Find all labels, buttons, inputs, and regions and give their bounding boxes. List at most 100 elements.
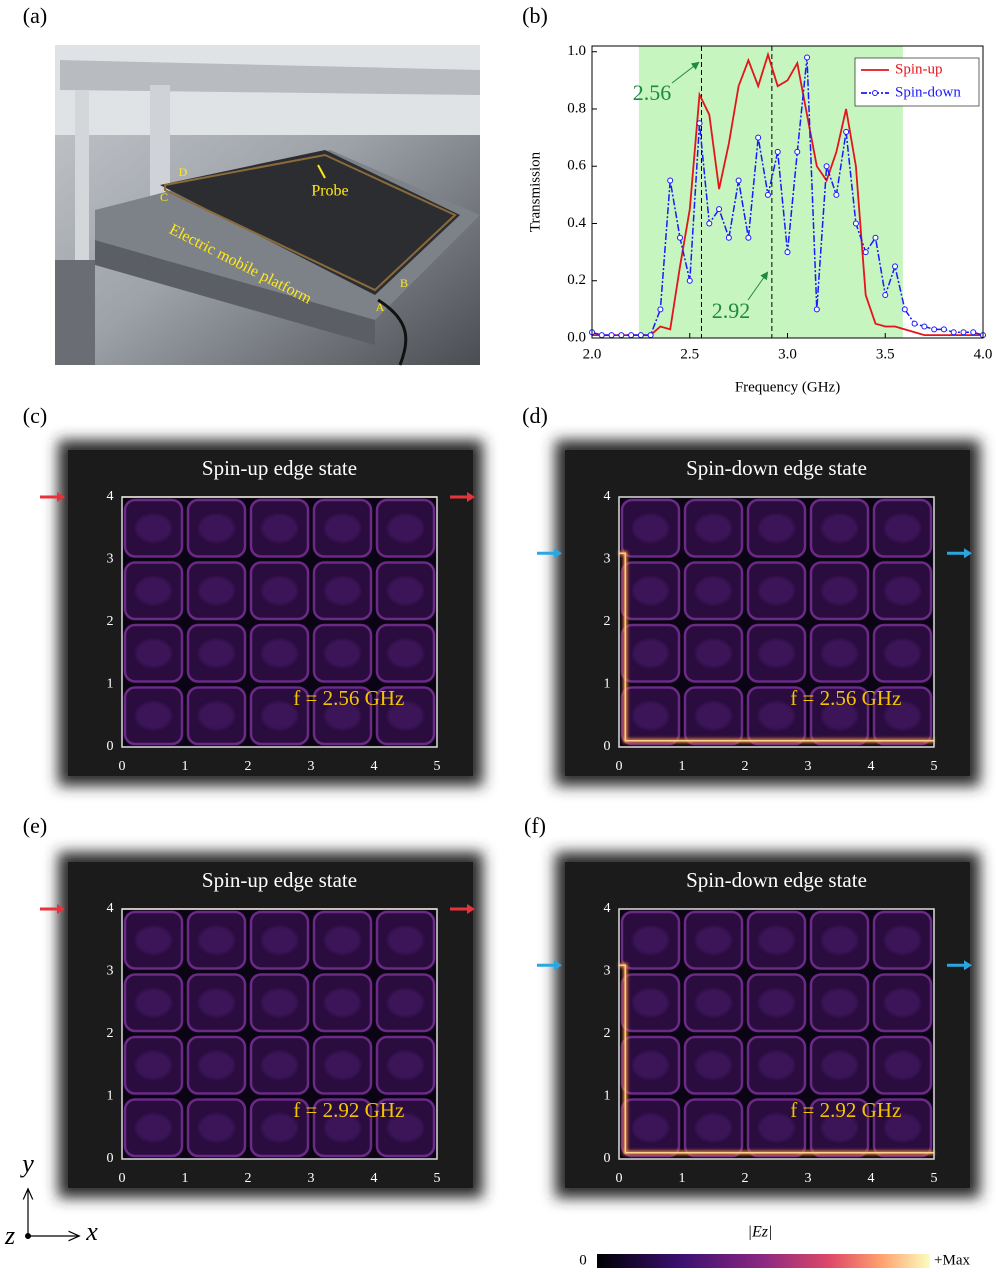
map-cell-glow	[821, 926, 858, 955]
map-x-tick-label: 3	[805, 759, 812, 774]
port-arrowhead	[467, 492, 475, 502]
photo-label: Probe	[311, 183, 348, 200]
series-point	[931, 326, 938, 333]
map-cell-glow	[632, 576, 669, 605]
marker-label: 2.56	[633, 80, 672, 105]
map-cell-glow	[695, 988, 732, 1017]
map-cell-glow	[198, 701, 235, 730]
map-x-tick-label: 4	[371, 759, 378, 774]
triad-label: y	[19, 1149, 34, 1178]
map-y-tick-label: 4	[604, 489, 611, 504]
map-cell-glow	[632, 514, 669, 543]
map-x-tick-label: 4	[371, 1171, 378, 1186]
y-tick-label: 0.0	[567, 329, 586, 345]
map-cell-glow	[821, 514, 858, 543]
map-x-tick-label: 4	[868, 759, 875, 774]
map-y-tick-label: 3	[604, 964, 611, 979]
series-point	[686, 277, 693, 284]
map-cell-glow	[821, 988, 858, 1017]
panel-label: (d)	[522, 403, 548, 428]
map-cell-glow	[198, 639, 235, 668]
series-point	[901, 306, 908, 313]
map-cell-glow	[198, 514, 235, 543]
map-cell-glow	[261, 701, 298, 730]
map-cell-glow	[758, 701, 795, 730]
series-point	[892, 263, 899, 270]
y-tick-label: 0.6	[567, 158, 586, 174]
map-cell-glow	[324, 926, 361, 955]
map-title: Spin-up edge state	[202, 868, 357, 892]
map-cell-glow	[695, 639, 732, 668]
photo-corner: A	[376, 300, 385, 314]
y-axis-label: Transmission	[527, 151, 543, 232]
port-arrowhead	[57, 492, 65, 502]
map-cell-glow	[324, 1051, 361, 1080]
map-title: Spin-up edge state	[202, 456, 357, 480]
legend-label: Spin-up	[895, 61, 943, 77]
photo	[55, 45, 480, 366]
map-x-tick-label: 0	[119, 1171, 126, 1186]
map-cell-glow	[135, 576, 172, 605]
map-y-tick-label: 4	[107, 901, 114, 916]
map-cell-glow	[387, 576, 424, 605]
marker-arrow	[747, 271, 769, 301]
map-cell-glow	[135, 1051, 172, 1080]
map-x-tick-label: 1	[679, 1171, 686, 1186]
map-y-tick-label: 1	[604, 677, 611, 692]
field-map: Spin-up edge state f = 2.56 GHz 0 1 2 3 4 5 0 1 2 3…	[40, 440, 483, 786]
series-point	[970, 329, 977, 336]
map-x-tick-label: 2	[245, 1171, 252, 1186]
map-x-tick-label: 4	[868, 1171, 875, 1186]
marker-label: 2.92	[712, 298, 751, 323]
colorbar-max: +Max	[934, 1252, 970, 1268]
y-tick-label: 0.8	[567, 100, 586, 116]
map-cell-glow	[821, 1051, 858, 1080]
map-x-tick-label: 0	[119, 759, 126, 774]
map-y-tick-label: 4	[604, 901, 611, 916]
series-point	[725, 234, 732, 241]
map-x-tick-label: 3	[308, 759, 315, 774]
map-frame	[618, 496, 935, 748]
edge-state-core	[619, 552, 934, 742]
panel-label: (f)	[524, 813, 546, 838]
map-cell-glow	[632, 988, 669, 1017]
map-y-tick-label: 3	[604, 552, 611, 567]
photo-corner: B	[400, 276, 408, 290]
series-point	[716, 206, 723, 213]
map-cell-glow	[758, 514, 795, 543]
map-cell-glow	[884, 1113, 921, 1142]
map-cell-glow	[261, 926, 298, 955]
map-cell-glow	[135, 514, 172, 543]
x-tick-label: 2.5	[680, 346, 699, 362]
series-point	[804, 54, 811, 61]
legend-label: Spin-down	[895, 84, 961, 100]
map-y-tick-label: 3	[107, 552, 114, 567]
map-cell-glow	[758, 639, 795, 668]
series-point	[598, 332, 605, 339]
map-cell-glow	[695, 1113, 732, 1142]
photo-corner: C	[160, 190, 168, 204]
map-cell-glow	[695, 576, 732, 605]
map-cell-glow	[821, 639, 858, 668]
map-cell-glow	[821, 1113, 858, 1142]
marker-arrow	[671, 61, 700, 84]
map-cell-glow	[884, 639, 921, 668]
map-y-tick-label: 2	[604, 1026, 611, 1041]
series-point	[637, 332, 644, 339]
triad-lines	[25, 1190, 78, 1239]
legend-marker	[872, 90, 878, 96]
map-frame	[618, 908, 935, 1160]
series-point	[676, 234, 683, 241]
map-x-tick-label: 2	[245, 759, 252, 774]
map-cell-glow	[821, 701, 858, 730]
series-point	[823, 163, 830, 170]
map-cell-glow	[758, 988, 795, 1017]
map-cell-glow	[324, 639, 361, 668]
map-x-tick-label: 5	[931, 1171, 938, 1186]
series-point	[618, 332, 625, 339]
map-cell-glow	[758, 1051, 795, 1080]
x-tick-label: 3.0	[778, 346, 797, 362]
map-cell-glow	[387, 514, 424, 543]
map-x-tick-label: 0	[616, 759, 623, 774]
map-cell-glow	[135, 988, 172, 1017]
